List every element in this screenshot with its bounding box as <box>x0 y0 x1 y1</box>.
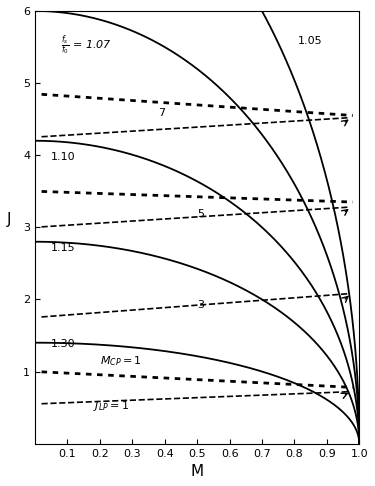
Text: 1.30: 1.30 <box>51 339 76 349</box>
Text: 1.15: 1.15 <box>51 243 76 253</box>
Text: $J_{LP}=1$: $J_{LP}=1$ <box>93 399 129 414</box>
Text: $\frac{f_s}{f_0}$ = 1.07: $\frac{f_s}{f_0}$ = 1.07 <box>61 33 112 56</box>
Text: 1.10: 1.10 <box>51 152 76 161</box>
Text: 5: 5 <box>197 208 204 219</box>
Text: 3: 3 <box>197 300 204 310</box>
Text: 7: 7 <box>158 108 165 118</box>
X-axis label: M: M <box>190 464 204 479</box>
Text: $M_{CP}=1$: $M_{CP}=1$ <box>100 354 141 368</box>
Y-axis label: J: J <box>7 212 12 227</box>
Text: 1.05: 1.05 <box>298 36 322 46</box>
